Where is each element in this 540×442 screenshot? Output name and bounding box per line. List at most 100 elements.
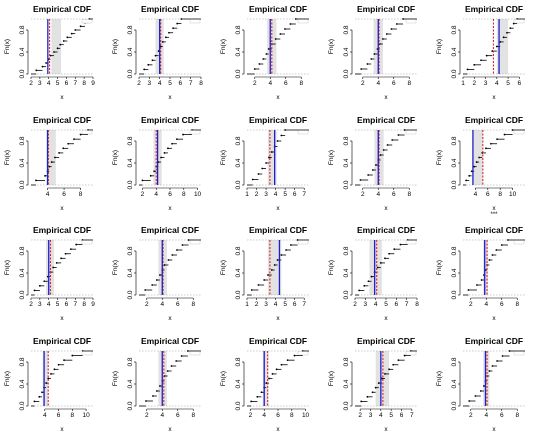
- ecdf-point: [63, 358, 65, 361]
- chart-title: Empirical CDF: [33, 4, 91, 14]
- x-tick-label: 6: [65, 80, 69, 87]
- y-tick-label: 0.0: [343, 401, 350, 410]
- ecdf-point: [166, 369, 169, 372]
- x-tick-label: 4: [274, 191, 278, 198]
- x-tick-label: 3: [364, 301, 368, 308]
- x-tick-label: 4: [46, 191, 50, 198]
- ecdf-point: [170, 364, 173, 367]
- y-tick-label: 0.8: [451, 136, 458, 145]
- y-tick-label: 0.8: [343, 136, 350, 145]
- ecdf-point: [164, 36, 167, 39]
- ecdf-point: [41, 65, 44, 68]
- x-tick-label: 2: [141, 191, 145, 198]
- ecdf-chart: Empirical CDF 0.0 0.4 0.8 2 3 4 5 6 7 8 9 x Fn(x): [4, 4, 95, 101]
- ecdf-point: [163, 264, 166, 266]
- ecdf-point: [262, 58, 265, 60]
- y-tick-label: 0.4: [19, 268, 26, 277]
- ecdf-point: [495, 249, 498, 251]
- x-tick-label: 5: [384, 301, 388, 308]
- y-axis-label: Fn(x): [220, 260, 227, 275]
- ecdf-panel: Empirical CDF 0.0 0.4 0.8 4 6 8 10 x Fn(x): [0, 332, 108, 442]
- ecdf-point: [468, 399, 471, 402]
- ecdf-point: [384, 257, 386, 260]
- x-tick-label: 9: [91, 80, 95, 87]
- ecdf-point: [403, 354, 406, 356]
- y-tick-label: 0.0: [235, 180, 242, 189]
- ecdf-point: [176, 22, 179, 25]
- y-tick-label: 0.0: [235, 401, 242, 410]
- ecdf-point: [253, 68, 256, 70]
- ecdf-point: [374, 386, 377, 389]
- ecdf-point: [182, 133, 184, 135]
- ecdf-point: [367, 280, 370, 283]
- ecdf-point: [474, 394, 477, 397]
- ecdf-point: [141, 179, 144, 181]
- y-axis-label: Fn(x): [220, 39, 227, 54]
- significance-stars: ***: [490, 212, 498, 218]
- ecdf-chart: Empirical CDF 0.0 0.4 0.8 2 4 6 8 x Fn(x): [112, 225, 201, 322]
- x-tick-label: 2: [255, 191, 259, 198]
- x-tick-label: 8: [515, 301, 519, 308]
- ecdf-point: [79, 25, 82, 28]
- x-tick-label: 9: [91, 301, 95, 308]
- chart-title: Empirical CDF: [357, 4, 415, 14]
- legend-box: [405, 240, 417, 245]
- y-tick-label: 0.0: [343, 69, 350, 78]
- legend-box: [513, 350, 525, 355]
- ecdf-point: [33, 400, 36, 402]
- x-tick-label: 7: [302, 301, 306, 308]
- y-tick-label: 0.8: [127, 357, 134, 366]
- x-tick-label: 2: [361, 191, 365, 198]
- ecdf-point: [250, 400, 253, 402]
- ecdf-point: [181, 244, 184, 246]
- chart-title: Empirical CDF: [141, 4, 199, 14]
- ecdf-point: [75, 243, 78, 246]
- x-tick-label: 4: [47, 301, 51, 308]
- ecdf-point: [155, 389, 158, 392]
- legend-box: [405, 129, 417, 134]
- y-tick-label: 0.0: [451, 290, 458, 299]
- x-tick-label: 4: [262, 412, 266, 419]
- ecdf-point: [168, 31, 170, 34]
- ecdf-chart: Empirical CDF 0.0 0.4 0.8 2 4 6 8 x Fn(x): [328, 4, 417, 101]
- ecdf-point: [33, 289, 36, 292]
- ecdf-chart: Empirical CDF 0.0 0.4 0.8 4 6 8 x Fn(x): [4, 115, 93, 212]
- ecdf-point: [250, 289, 253, 291]
- ecdf-point: [485, 54, 488, 57]
- x-tick-label: 1: [245, 301, 249, 308]
- y-tick-label: 0.0: [343, 290, 350, 299]
- ecdf-point: [79, 133, 82, 135]
- legend-box: [189, 19, 201, 24]
- y-tick-label: 0.0: [127, 69, 134, 78]
- y-tick-label: 0.0: [343, 180, 350, 189]
- shaded-interval: [262, 350, 269, 406]
- chart-title: Empirical CDF: [249, 336, 307, 346]
- y-tick-label: 0.4: [235, 268, 242, 277]
- shaded-interval: [51, 19, 62, 74]
- y-tick-label: 0.0: [127, 401, 134, 410]
- ecdf-point: [35, 69, 38, 72]
- y-axis-label: Fn(x): [328, 39, 335, 54]
- ecdf-point: [473, 165, 476, 168]
- chart-title: Empirical CDF: [357, 225, 415, 235]
- ecdf-point: [506, 31, 508, 34]
- y-tick-label: 0.4: [235, 379, 242, 388]
- x-axis-label: x: [168, 315, 172, 322]
- ecdf-point: [54, 156, 56, 158]
- ecdf-point: [367, 173, 370, 176]
- ecdf-point: [485, 146, 487, 149]
- ecdf-point: [293, 354, 296, 356]
- y-tick-label: 0.4: [127, 268, 134, 277]
- ecdf-point: [386, 143, 389, 146]
- x-tick-label: 2: [29, 80, 33, 87]
- legend-box: [513, 129, 525, 134]
- ecdf-point: [397, 133, 400, 136]
- y-tick-label: 0.4: [343, 379, 350, 388]
- x-tick-label: 6: [400, 412, 404, 419]
- x-tick-label: 8: [199, 80, 203, 87]
- chart-title: Empirical CDF: [357, 115, 415, 125]
- ecdf-point: [468, 174, 471, 177]
- ecdf-panel: Empirical CDF 0.0 0.4 0.8 2 3 4 5 6 7 8 x Fn(x): [108, 0, 216, 110]
- x-tick-label: 6: [176, 301, 180, 308]
- ecdf-point: [35, 179, 37, 181]
